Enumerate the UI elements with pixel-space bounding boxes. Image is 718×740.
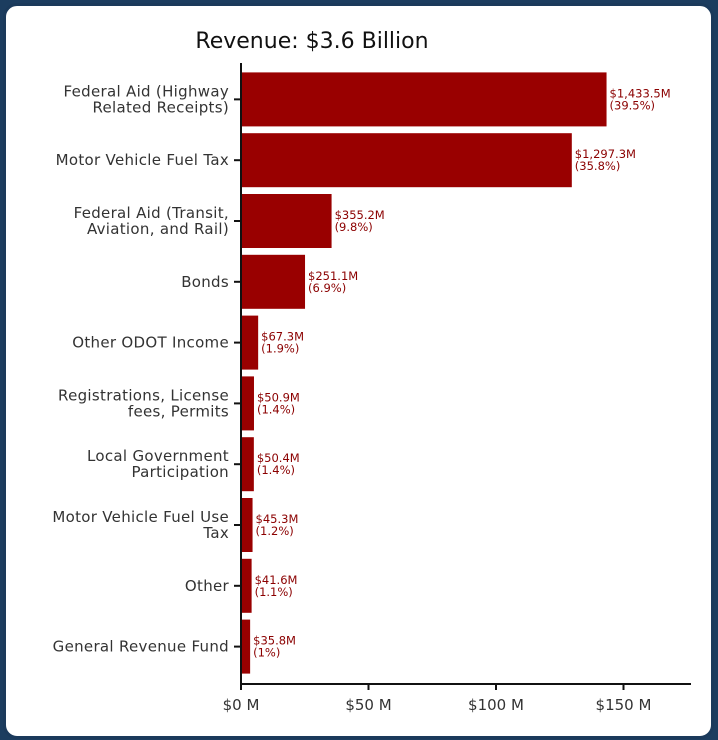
category-label: Bonds — [181, 273, 229, 291]
value-label: $50.9M — [257, 390, 300, 404]
x-tick-label: $150 M — [596, 696, 652, 714]
category-label: Federal Aid (Highway — [64, 82, 229, 100]
bar — [241, 619, 251, 674]
category-label: Tax — [202, 524, 229, 542]
bar — [241, 315, 259, 370]
value-label: $41.6M — [255, 573, 298, 587]
category-label: General Revenue Fund — [53, 638, 229, 656]
percent-label: (6.9%) — [308, 281, 346, 295]
x-tick-label: $100 M — [468, 696, 524, 714]
value-label: $355.2M — [335, 208, 385, 222]
percent-label: (1.2%) — [256, 524, 294, 538]
category-label: Motor Vehicle Fuel Tax — [56, 151, 229, 169]
category-label: Registrations, License — [58, 386, 229, 404]
bar — [241, 558, 252, 613]
category-label: Participation — [131, 463, 229, 481]
category-label: Related Receipts) — [92, 98, 229, 116]
percent-label: (9.8%) — [335, 220, 373, 234]
category-label: fees, Permits — [128, 402, 229, 420]
bar — [241, 133, 572, 188]
percent-label: (1.4%) — [257, 463, 295, 477]
percent-label: (1.4%) — [257, 402, 295, 416]
category-label: Aviation, and Rail) — [87, 220, 229, 238]
chart-frame: Revenue: $3.6 Billion Federal Aid (Highw… — [3, 3, 714, 739]
value-label: $45.3M — [256, 512, 299, 526]
bar — [241, 376, 254, 431]
percent-label: (1.9%) — [261, 342, 299, 356]
value-label: $251.1M — [308, 269, 358, 283]
chart-title: Revenue: $3.6 Billion — [195, 29, 428, 54]
category-label: Local Government — [87, 447, 229, 465]
bar — [241, 437, 254, 492]
value-label: $35.8M — [253, 634, 296, 648]
value-label: $1,297.3M — [575, 147, 636, 161]
category-label: Other — [185, 577, 230, 595]
x-tick-label: $50 M — [345, 696, 391, 714]
bar — [241, 194, 332, 248]
value-label: $1,433.5M — [610, 86, 671, 100]
x-tick-label: $0 M — [223, 696, 260, 714]
percent-label: (39.5%) — [610, 98, 656, 112]
category-label: Federal Aid (Transit, — [74, 204, 229, 222]
axes-group: $0 M $50 M $100 M $150 M — [223, 63, 691, 714]
bar-chart: Revenue: $3.6 Billion Federal Aid (Highw… — [52, 29, 691, 714]
percent-label: (1.1%) — [255, 585, 293, 599]
category-label: Other ODOT Income — [72, 334, 229, 352]
bars-group — [241, 72, 607, 674]
data-labels-group: $1,433.5M(39.5%)$1,297.3M(35.8%)$355.2M(… — [253, 86, 671, 659]
category-label: Motor Vehicle Fuel Use — [52, 508, 229, 526]
bar — [241, 72, 607, 127]
percent-label: (1%) — [253, 646, 280, 660]
percent-label: (35.8%) — [575, 159, 621, 173]
value-label: $50.4M — [257, 451, 300, 465]
value-label: $67.3M — [261, 330, 304, 344]
bar — [241, 254, 306, 309]
bar — [241, 498, 253, 552]
